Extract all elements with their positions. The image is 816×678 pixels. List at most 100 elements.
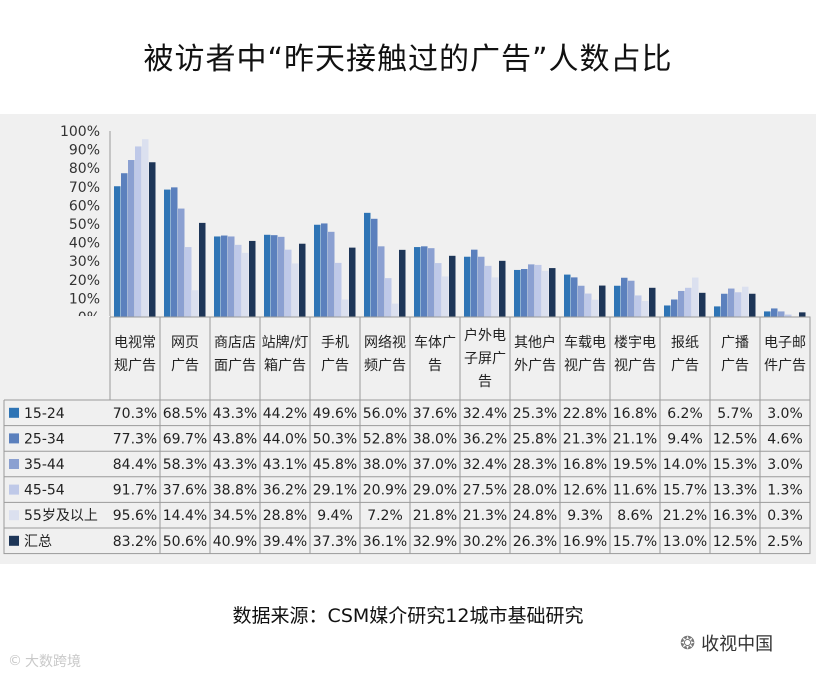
y-tick-label: 50% (69, 217, 100, 233)
category-label: 商店店 (214, 335, 256, 351)
chart-svg: 0%10%20%30%40%50%60%70%80%90%100% 电视常规广告… (3, 124, 811, 555)
data-label: 25.8% (513, 431, 557, 447)
bar (728, 288, 735, 317)
bar (549, 268, 556, 317)
bar (285, 249, 292, 317)
bar (685, 287, 692, 317)
category-label: 子屏广 (464, 351, 506, 367)
data-label: 24.8% (513, 508, 557, 524)
data-label: 5.7% (717, 406, 753, 422)
bar (528, 264, 535, 317)
data-label: 21.3% (463, 508, 507, 524)
bar (628, 280, 635, 317)
bar (564, 274, 571, 317)
bar (185, 247, 192, 317)
bar (371, 218, 378, 317)
data-label: 52.8% (363, 431, 407, 447)
bar (535, 264, 542, 317)
category-label: 网页 (171, 335, 199, 351)
category-label: 站牌/灯 (262, 334, 309, 351)
category-label: 面广告 (214, 358, 256, 374)
bar (121, 173, 128, 317)
bar (249, 240, 256, 317)
bar (335, 262, 342, 317)
data-label: 0.3% (767, 508, 803, 524)
bar (592, 299, 599, 317)
bar (428, 248, 435, 317)
bar (649, 287, 656, 317)
bar (392, 303, 399, 317)
bar (749, 293, 756, 317)
data-label: 95.6% (113, 508, 157, 524)
data-label: 27.5% (463, 483, 507, 499)
data-label: 38.0% (363, 457, 407, 473)
category-label: 广告 (171, 358, 199, 374)
legend-label: 15-24 (24, 406, 65, 422)
legend-swatch (9, 535, 19, 546)
data-source: 数据来源：CSM媒介研究12城市基础研究 (232, 605, 584, 627)
data-label: 30.2% (463, 534, 507, 550)
legend-swatch (9, 407, 19, 418)
bar (299, 243, 306, 317)
category-label: 频广告 (364, 358, 406, 374)
data-label: 4.6% (767, 431, 803, 447)
data-label: 70.3% (113, 406, 157, 422)
bar (785, 314, 792, 317)
category-label: 报纸 (671, 335, 699, 351)
data-label: 36.2% (263, 483, 307, 499)
bar (585, 293, 592, 317)
data-label: 9.4% (667, 431, 703, 447)
bar (114, 186, 121, 317)
y-axis: 0%10%20%30%40%50%60%70%80%90%100% (60, 124, 111, 326)
bar (499, 260, 506, 317)
data-label: 2.5% (767, 534, 803, 550)
bar (242, 252, 249, 317)
bar (471, 249, 478, 317)
data-label: 36.2% (463, 431, 507, 447)
bar (135, 146, 142, 317)
legend-swatch (9, 459, 19, 469)
bar (328, 231, 335, 317)
legend-swatch (9, 484, 19, 495)
y-tick-label: 80% (69, 161, 100, 177)
data-label: 16.9% (563, 534, 607, 550)
data-label: 49.6% (313, 406, 357, 422)
bar (614, 285, 621, 317)
data-label: 14.4% (163, 508, 207, 524)
bar (635, 295, 642, 317)
data-label: 34.5% (213, 508, 257, 524)
data-label: 50.6% (163, 534, 207, 550)
bar (228, 236, 235, 317)
bar (514, 269, 521, 317)
wechat-icon: ❂ (680, 632, 696, 654)
legend-label: 55岁及以上 (24, 508, 98, 524)
y-tick-label: 20% (69, 273, 100, 289)
data-label: 21.1% (613, 431, 657, 447)
data-label: 84.4% (113, 457, 157, 473)
bar (164, 189, 171, 317)
y-tick-label: 90% (69, 143, 100, 159)
bar (378, 246, 385, 317)
data-label: 12.5% (713, 534, 757, 550)
category-label: 广告 (721, 358, 749, 374)
bar (278, 236, 285, 317)
bar (464, 256, 471, 317)
legend-header-blank (3, 316, 110, 400)
category-label: 电视常 (114, 335, 156, 351)
bar (478, 256, 485, 317)
category-label: 件广告 (764, 358, 806, 374)
data-label: 28.3% (513, 457, 557, 473)
data-label: 16.8% (563, 457, 607, 473)
bar (664, 305, 671, 317)
data-label: 15.7% (663, 483, 707, 499)
data-label: 56.0% (363, 406, 407, 422)
data-label: 43.1% (263, 457, 307, 473)
data-label: 11.6% (613, 483, 657, 499)
data-label: 69.7% (163, 431, 207, 447)
data-label: 19.5% (613, 457, 657, 473)
data-label: 83.2% (113, 534, 157, 550)
watermark-right: ❂ 收视中国 (680, 630, 773, 656)
bar (292, 263, 299, 317)
bar (742, 286, 749, 317)
category-label: 其他户 (514, 334, 556, 351)
